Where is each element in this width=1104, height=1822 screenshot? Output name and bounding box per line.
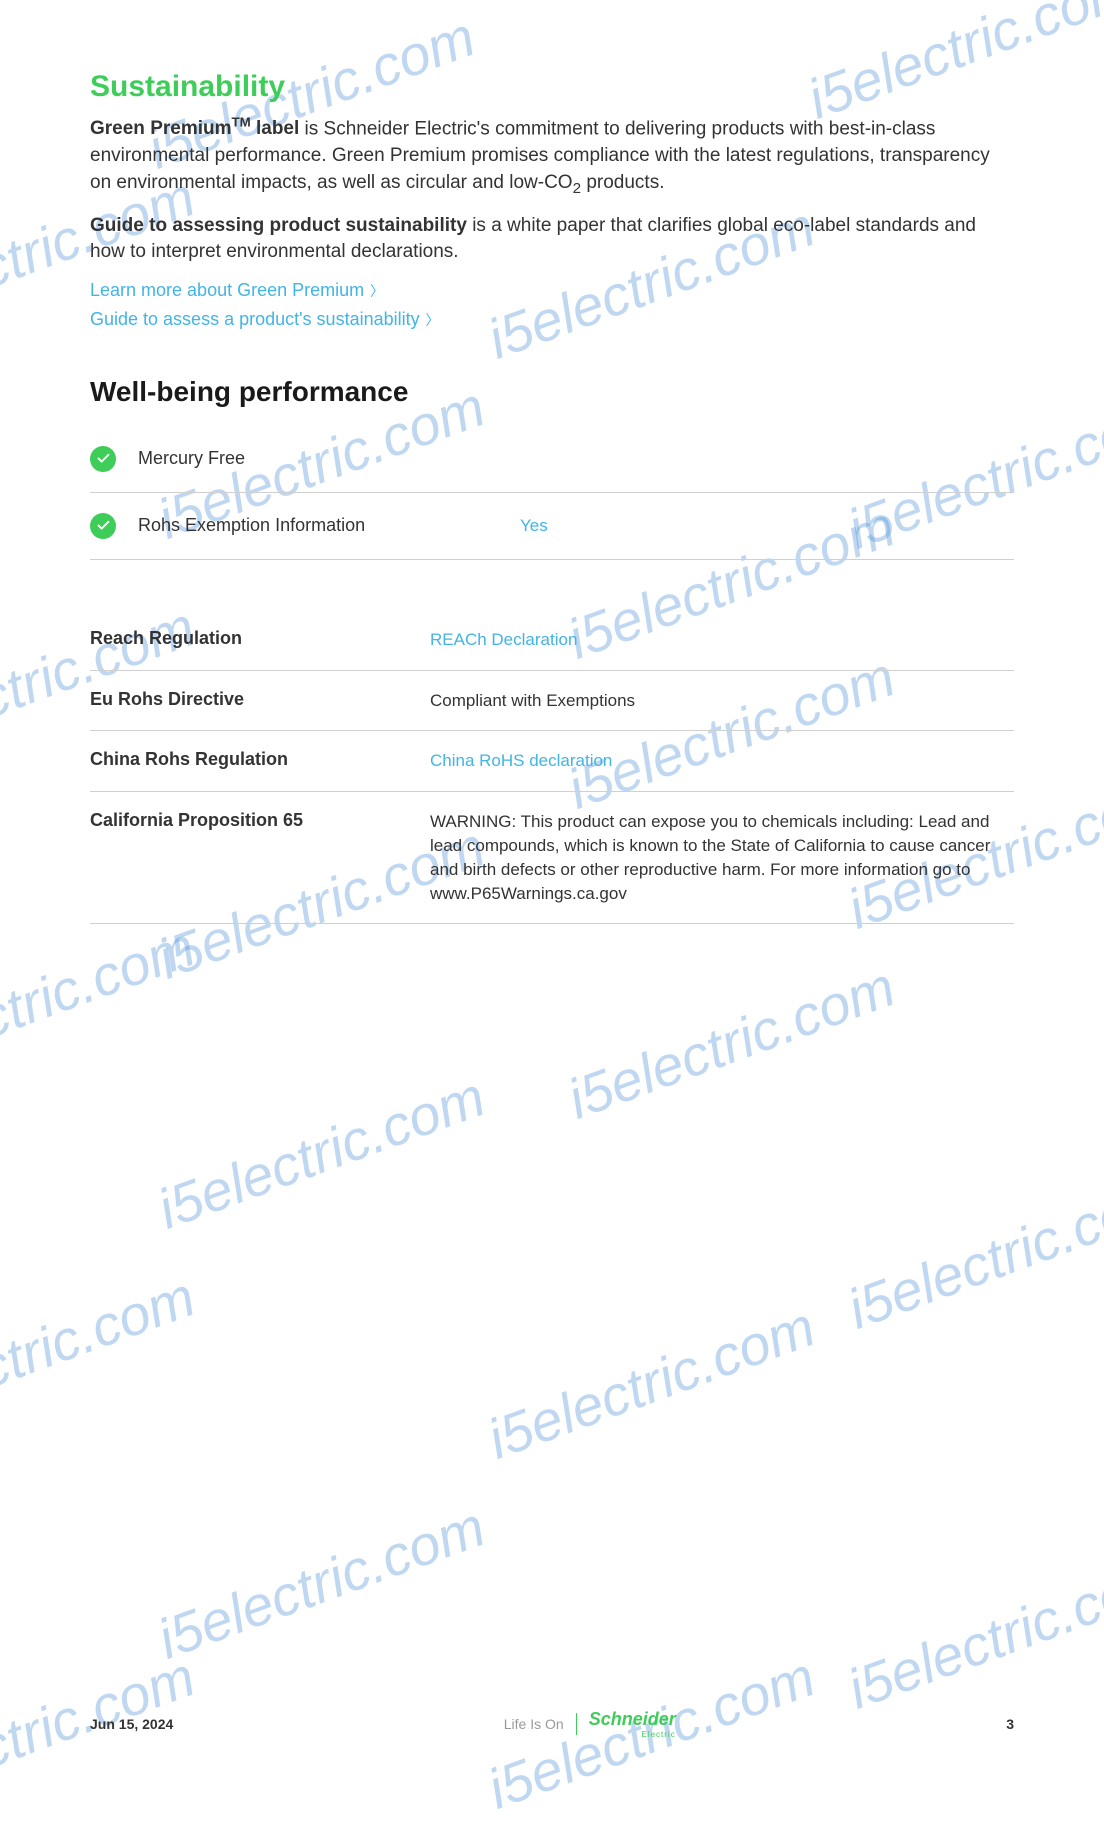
rohs-exemption-value: Yes xyxy=(520,516,548,536)
reach-regulation-label: Reach Regulation xyxy=(90,628,430,649)
divider xyxy=(90,492,1014,493)
tagline: Life Is On xyxy=(504,1716,564,1732)
para1-tail: products. xyxy=(581,172,664,193)
link2-text: Guide to assess a product's sustainabili… xyxy=(90,309,420,329)
watermark: i5electric.com xyxy=(839,1163,1104,1341)
watermark: i5electric.com xyxy=(479,1293,823,1471)
spec-table: Reach Regulation REACh Declaration Eu Ro… xyxy=(90,610,1014,925)
spec-row: China Rohs Regulation China RoHS declara… xyxy=(90,731,1014,792)
page-number: 3 xyxy=(1006,1716,1014,1732)
prop65-warning: WARNING: This product can expose you to … xyxy=(430,810,1014,905)
prop65-label: California Proposition 65 xyxy=(90,810,430,831)
page-content: Sustainability Green PremiumTM label is … xyxy=(0,0,1104,924)
eu-rohs-value: Compliant with Exemptions xyxy=(430,689,1014,713)
spec-row: Eu Rohs Directive Compliant with Exempti… xyxy=(90,671,1014,732)
spec-row: California Proposition 65 WARNING: This … xyxy=(90,792,1014,924)
watermark: i5electric.com xyxy=(149,1493,493,1671)
brand-name: Schneider xyxy=(589,1709,676,1729)
guide-label: Guide to assessing product sustainabilit… xyxy=(90,215,467,236)
wellbeing-row: Rohs Exemption Information Yes xyxy=(90,501,1014,551)
trademark-sup: TM xyxy=(232,115,251,130)
check-icon xyxy=(90,513,116,539)
watermark: i5electric.com xyxy=(149,1063,493,1241)
guide-description: Guide to assessing product sustainabilit… xyxy=(90,213,1014,266)
check-icon xyxy=(90,446,116,472)
watermark: i5electric.com xyxy=(0,1263,203,1441)
china-rohs-label: China Rohs Regulation xyxy=(90,749,430,770)
co2-sub: 2 xyxy=(573,179,581,196)
watermark: i5electric.com xyxy=(0,913,203,1091)
wellbeing-title: Well-being performance xyxy=(90,376,1014,408)
sustainability-title: Sustainability xyxy=(90,70,1014,104)
label-word: label xyxy=(251,118,300,139)
mercury-free-label: Mercury Free xyxy=(138,448,245,469)
logo-separator xyxy=(576,1713,577,1735)
link1-text: Learn more about Green Premium xyxy=(90,280,364,300)
rohs-exemption-label: Rohs Exemption Information xyxy=(138,515,365,536)
chevron-right-icon: 〉 xyxy=(422,312,440,328)
watermark: i5electric.com xyxy=(839,1543,1104,1721)
reach-declaration-link[interactable]: REACh Declaration xyxy=(430,628,1014,652)
footer-date: Jun 15, 2024 xyxy=(90,1716,173,1732)
eu-rohs-label: Eu Rohs Directive xyxy=(90,689,430,710)
learn-green-premium-link[interactable]: Learn more about Green Premium 〉 xyxy=(90,280,1014,301)
china-rohs-link[interactable]: China RoHS declaration xyxy=(430,749,1014,773)
footer-logo: Life Is On Schneider Electric xyxy=(504,1709,676,1739)
watermark: i5electric.com xyxy=(559,953,903,1131)
divider xyxy=(90,559,1014,560)
brand-subtitle: Electric xyxy=(589,1730,676,1739)
wellbeing-row: Mercury Free xyxy=(90,434,1014,484)
spec-row: Reach Regulation REACh Declaration xyxy=(90,610,1014,671)
green-premium-label: Green Premium xyxy=(90,118,232,139)
chevron-right-icon: 〉 xyxy=(366,283,384,299)
green-premium-description: Green PremiumTM label is Schneider Elect… xyxy=(90,114,1014,199)
page-footer: Jun 15, 2024 Life Is On Schneider Electr… xyxy=(90,1709,1014,1739)
guide-sustainability-link[interactable]: Guide to assess a product's sustainabili… xyxy=(90,309,1014,330)
